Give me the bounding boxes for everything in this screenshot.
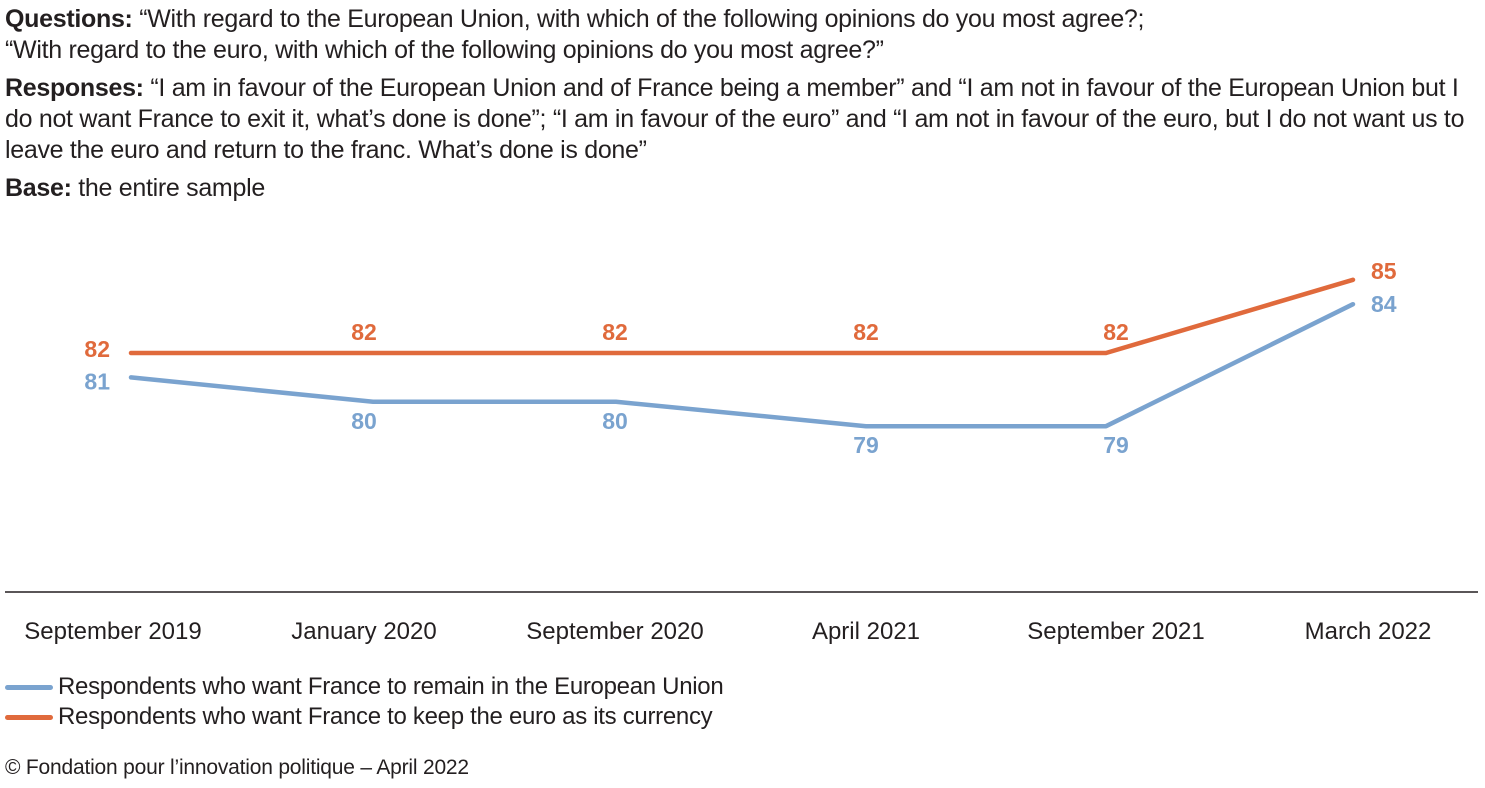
- data-label-eu: 84: [1371, 291, 1397, 317]
- legend-item-euro: Respondents who want France to keep the …: [5, 702, 723, 732]
- data-label-eu: 81: [84, 368, 110, 394]
- data-label-euro: 82: [853, 319, 879, 345]
- questions-block: Questions: “With regard to the European …: [5, 4, 1475, 66]
- legend-swatch-euro: [5, 714, 53, 720]
- data-label-euro: 82: [351, 319, 377, 345]
- base-label: Base:: [5, 174, 72, 202]
- responses-text: “I am in favour of the European Union an…: [5, 74, 1465, 164]
- data-label-eu: 80: [351, 408, 377, 434]
- data-label-eu: 79: [1103, 432, 1129, 458]
- x-tick-label: September 2020: [526, 618, 703, 645]
- chart-legend: Respondents who want France to remain in…: [5, 672, 724, 732]
- data-label-euro: 82: [84, 336, 110, 362]
- line-chart: September 2019 January 2020 September 2020…: [5, 258, 1478, 645]
- x-tick-label: September 2019: [24, 618, 201, 645]
- data-label-euro: 82: [1103, 319, 1129, 345]
- series-line-eu: [128, 301, 1356, 429]
- responses-label: Responses:: [5, 74, 144, 102]
- questions-label: Questions:: [5, 5, 133, 33]
- legend-label-eu: Respondents who want France to remain in…: [58, 673, 724, 700]
- legend-swatch-eu: [5, 684, 53, 690]
- questions-line-1: “With regard to the European Union, with…: [139, 5, 1145, 33]
- responses-block: Responses: “I am in favour of the Europe…: [5, 73, 1475, 166]
- data-label-eu: 80: [602, 408, 628, 434]
- copyright-notice: © Fondation pour l’innovation politique …: [5, 756, 469, 779]
- data-label-eu: 79: [853, 432, 879, 458]
- x-tick-label: September 2021: [1027, 618, 1204, 645]
- questions-line-2: “With regard to the euro, with which of …: [5, 36, 884, 64]
- chart-intro: Questions: “With regard to the European …: [5, 4, 1475, 211]
- x-tick-label: April 2021: [812, 618, 920, 645]
- data-label-euro: 85: [1371, 258, 1397, 284]
- base-block: Base: the entire sample: [5, 173, 1475, 204]
- legend-item-eu: Respondents who want France to remain in…: [5, 672, 724, 702]
- data-label-euro: 82: [602, 319, 628, 345]
- base-text: the entire sample: [78, 174, 265, 202]
- x-tick-label: March 2022: [1305, 618, 1432, 645]
- legend-label-euro: Respondents who want France to keep the …: [58, 703, 713, 730]
- x-tick-label: January 2020: [291, 618, 436, 645]
- series-line-euro: [128, 277, 1356, 356]
